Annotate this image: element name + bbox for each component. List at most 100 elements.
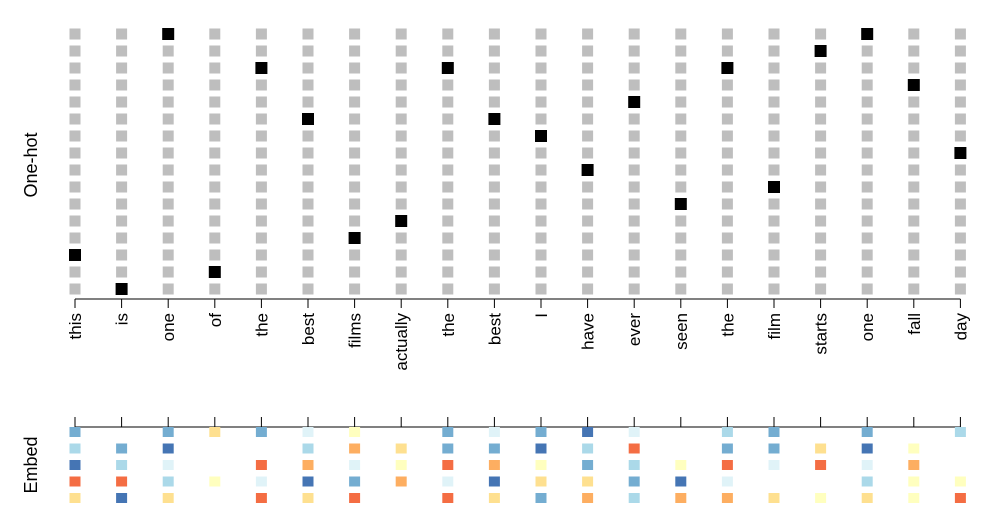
one-hot-cell xyxy=(302,198,314,210)
one-hot-cell xyxy=(721,130,733,142)
one-hot-cell xyxy=(349,130,361,142)
one-hot-cell xyxy=(675,62,687,74)
embed-cell xyxy=(815,460,827,470)
one-hot-cell xyxy=(116,147,128,159)
one-hot-cell xyxy=(116,232,128,244)
one-hot-cell xyxy=(861,249,873,261)
one-hot-cell xyxy=(395,249,407,261)
one-hot-cell xyxy=(954,181,966,193)
one-hot-cell xyxy=(675,283,687,295)
one-hot-cell xyxy=(721,96,733,108)
one-hot-cell xyxy=(209,62,221,74)
embed-cell xyxy=(442,427,454,437)
one-hot-cell xyxy=(255,215,267,227)
one-hot-cell xyxy=(815,96,827,108)
one-hot-cell xyxy=(535,147,547,159)
embed-cell xyxy=(582,493,594,503)
one-hot-cell xyxy=(302,79,314,91)
x-tick-label: actually xyxy=(392,313,411,371)
one-hot-cell xyxy=(116,249,128,261)
x-tick-label: fall xyxy=(905,313,924,335)
one-hot-cell xyxy=(116,130,128,142)
one-hot-cell xyxy=(488,79,500,91)
one-hot-cell xyxy=(209,79,221,91)
embed-cell xyxy=(954,476,966,487)
one-hot-cell xyxy=(255,164,267,176)
one-hot-cell xyxy=(954,96,966,108)
one-hot-cell xyxy=(675,147,687,159)
one-hot-cell xyxy=(815,249,827,261)
one-hot-cell xyxy=(116,79,128,91)
one-hot-cell xyxy=(209,113,221,125)
one-hot-cell xyxy=(209,147,221,159)
one-hot-cell xyxy=(628,113,640,125)
one-hot-cell xyxy=(395,113,407,125)
one-hot-cell xyxy=(488,249,500,261)
one-hot-cell xyxy=(582,79,594,91)
one-hot-cell xyxy=(908,45,920,57)
one-hot-cell xyxy=(302,181,314,193)
one-hot-cell xyxy=(488,28,500,40)
one-hot-cell xyxy=(349,164,361,176)
one-hot-active-cell xyxy=(302,113,314,125)
one-hot-cell xyxy=(488,232,500,244)
embed-cell xyxy=(535,476,547,487)
one-hot-cell xyxy=(815,164,827,176)
embed-cell xyxy=(488,476,500,487)
one-hot-cell xyxy=(628,215,640,227)
one-hot-cell xyxy=(162,147,174,159)
one-hot-cell xyxy=(861,181,873,193)
x-tick-label: I xyxy=(532,313,551,318)
one-hot-cell xyxy=(628,62,640,74)
one-hot-cell xyxy=(395,198,407,210)
one-hot-cell xyxy=(349,266,361,278)
one-hot-cell xyxy=(488,45,500,57)
one-hot-cell xyxy=(116,215,128,227)
one-hot-cell xyxy=(628,28,640,40)
one-hot-cell xyxy=(255,96,267,108)
one-hot-cell xyxy=(908,130,920,142)
one-hot-cell xyxy=(861,283,873,295)
one-hot-cell xyxy=(675,28,687,40)
one-hot-cell xyxy=(675,79,687,91)
embed-cell xyxy=(395,476,407,487)
embed-cell xyxy=(628,476,640,487)
one-hot-cell xyxy=(768,45,780,57)
one-hot-cell xyxy=(255,198,267,210)
one-hot-cell xyxy=(815,283,827,295)
embed-cell xyxy=(721,460,733,470)
one-hot-cell xyxy=(255,283,267,295)
one-hot-cell xyxy=(488,198,500,210)
one-hot-active-cell xyxy=(954,147,967,159)
one-hot-active-cell xyxy=(255,62,268,74)
one-hot-cell xyxy=(721,181,733,193)
one-hot-cell xyxy=(255,113,267,125)
embed-y-label: Embed xyxy=(21,436,41,493)
one-hot-cell xyxy=(582,113,594,125)
embed-cell xyxy=(768,493,780,503)
one-hot-cell xyxy=(302,249,314,261)
one-hot-cell xyxy=(442,28,454,40)
embed-cell xyxy=(954,427,966,437)
one-hot-active-cell xyxy=(441,62,454,74)
x-tick-label: the xyxy=(718,313,737,337)
one-hot-cell xyxy=(302,283,314,295)
embed-cell xyxy=(302,493,314,503)
one-hot-cell xyxy=(768,62,780,74)
one-hot-cell xyxy=(908,181,920,193)
x-tick-label: best xyxy=(485,313,504,345)
embed-cell xyxy=(488,460,500,470)
embed-cell xyxy=(349,493,361,503)
one-hot-cell xyxy=(302,147,314,159)
one-hot-cell xyxy=(395,232,407,244)
x-tick-label: is xyxy=(113,313,132,325)
embed-cell xyxy=(209,427,221,437)
embed-cell xyxy=(162,427,174,437)
one-hot-cell xyxy=(116,62,128,74)
one-hot-cell xyxy=(349,96,361,108)
x-tick-label: the xyxy=(439,313,458,337)
one-hot-active-cell xyxy=(628,96,641,108)
one-hot-cell xyxy=(209,28,221,40)
one-hot-cell xyxy=(116,28,128,40)
one-hot-cell xyxy=(582,45,594,57)
